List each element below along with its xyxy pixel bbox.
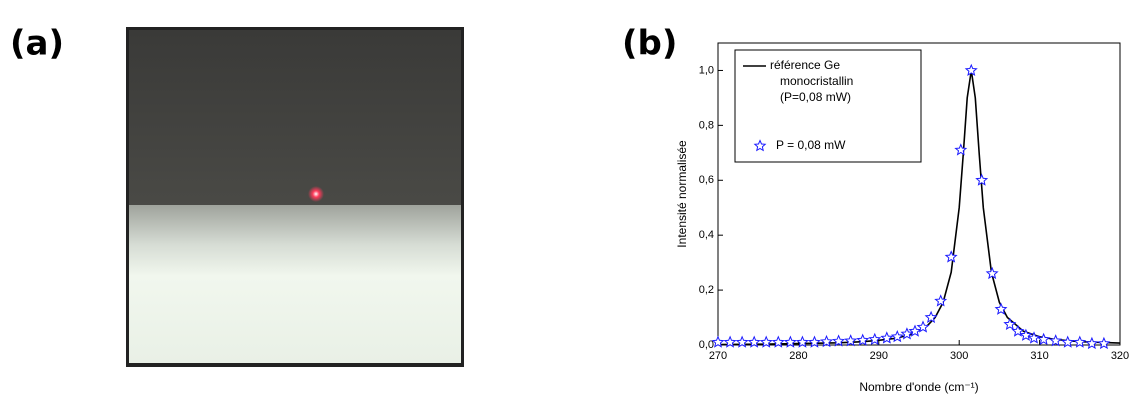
legend-label: monocristallin [780, 74, 853, 88]
photo-dark [129, 30, 461, 210]
star-point [1011, 324, 1025, 337]
legend-label: (P=0,08 mW) [780, 90, 851, 104]
star-point [723, 335, 737, 348]
photo [126, 27, 464, 367]
star-point [954, 143, 968, 156]
star-point [916, 320, 930, 333]
star-point [924, 310, 938, 324]
star-point [934, 294, 948, 307]
y-tick-label: 0,4 [699, 229, 714, 241]
star-point [985, 266, 999, 280]
y-axis-label: Intensité normalisée [675, 140, 689, 248]
x-tick-label: 270 [709, 350, 727, 362]
x-tick-label: 280 [789, 350, 807, 362]
star-point [807, 335, 821, 348]
star-point [908, 324, 922, 337]
star-point [1027, 331, 1041, 344]
star-point [771, 335, 785, 348]
photo-bright [129, 205, 461, 363]
x-axis-label: Nombre d'onde (cm⁻¹) [859, 380, 978, 394]
legend-label: P = 0,08 mW [776, 138, 846, 152]
legend-label: référence Ge [770, 58, 840, 72]
star-point [711, 335, 725, 348]
x-tick-label: 300 [950, 350, 968, 362]
star-point [735, 335, 749, 348]
x-tick-label: 290 [870, 350, 888, 362]
star-point [844, 334, 858, 347]
y-tick-label: 0,6 [699, 174, 714, 186]
star-point [1049, 334, 1063, 347]
star-point [890, 329, 904, 343]
y-tick-label: 0,8 [699, 119, 714, 131]
y-tick-label: 0,0 [699, 339, 714, 351]
panel-label: (b) [622, 24, 677, 64]
legend-star [753, 139, 767, 152]
star-point [795, 335, 809, 348]
star-point [868, 332, 882, 346]
star-point [1085, 336, 1099, 350]
star-point [1037, 332, 1051, 346]
star-point [964, 63, 978, 76]
star-point [747, 335, 761, 348]
star-point [944, 250, 958, 263]
panel-label: (a) [10, 24, 64, 64]
legend-box [734, 49, 922, 163]
star-point [975, 173, 989, 186]
star-point [1019, 328, 1033, 341]
y-tick-label: 1,0 [699, 64, 714, 76]
star-point [820, 334, 834, 348]
star-point [880, 331, 894, 344]
star-point [1061, 335, 1075, 348]
x-tick-label: 320 [1111, 350, 1129, 362]
laser-spot [308, 186, 324, 202]
star-point [1097, 336, 1111, 350]
star-point [759, 335, 773, 348]
star-point [1073, 335, 1087, 348]
star-point [994, 302, 1008, 315]
y-tick-label: 0,2 [699, 284, 714, 296]
plot-frame [717, 42, 1121, 346]
star-point [1003, 317, 1017, 330]
star-point [832, 334, 846, 347]
star-point [783, 335, 797, 348]
star-point [900, 327, 914, 340]
x-tick-label: 310 [1030, 350, 1048, 362]
star-point [856, 333, 870, 346]
